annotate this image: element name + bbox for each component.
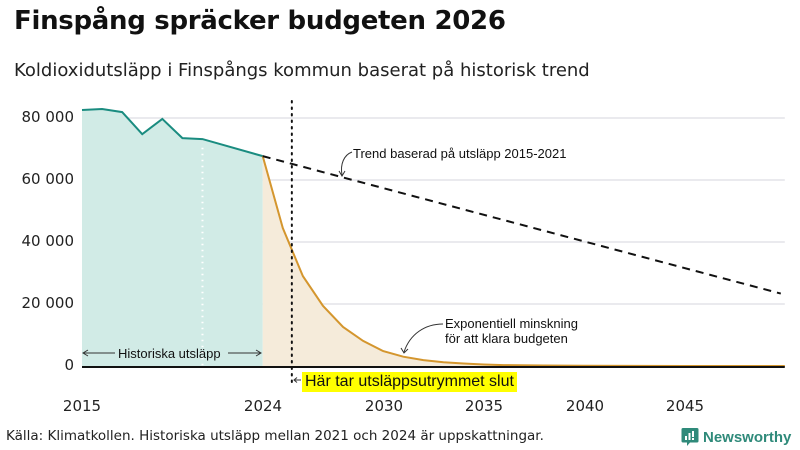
expo-annotation-arrow bbox=[400, 323, 444, 354]
x-tick-label: 2040 bbox=[565, 397, 605, 415]
x-tick-label: 2015 bbox=[62, 397, 102, 415]
expo-annotation-line2: för att klara budgeten bbox=[445, 331, 568, 346]
y-tick-label: 0 bbox=[64, 356, 74, 374]
budget-area bbox=[262, 156, 785, 366]
x-tick-label: 2035 bbox=[464, 397, 504, 415]
y-tick-label: 40 000 bbox=[21, 232, 75, 250]
brand-name: Newsworthy bbox=[703, 428, 792, 446]
brand-logo: Newsworthy bbox=[681, 427, 791, 447]
x-tick-label: 2024 bbox=[243, 397, 283, 415]
bar-chart-speech-bubble-icon bbox=[681, 428, 699, 446]
historic-label: Historiska utsläpp bbox=[118, 346, 221, 361]
area-fills bbox=[82, 109, 785, 366]
y-tick-label: 80 000 bbox=[21, 108, 75, 126]
historic-area bbox=[82, 109, 263, 366]
trend-annotation: Trend baserad på utsläpp 2015-2021 bbox=[353, 146, 567, 161]
historic-range-arrow bbox=[82, 349, 262, 357]
budget-end-callout: Här tar utsläppsutrymmet slut bbox=[302, 372, 517, 392]
x-tick-label: 2045 bbox=[665, 397, 705, 415]
trend-annotation-arrow bbox=[338, 151, 353, 177]
y-tick-label: 60 000 bbox=[21, 170, 75, 188]
budget-end-arrow bbox=[293, 377, 301, 383]
page-title: Finspång spräcker budgeten 2026 bbox=[14, 6, 506, 36]
trend-line bbox=[262, 155, 782, 295]
expo-annotation-line1: Exponentiell minskning bbox=[445, 316, 578, 331]
series-lines bbox=[81, 108, 785, 367]
source-note: Källa: Klimatkollen. Historiska utsläpp … bbox=[6, 428, 544, 444]
x-tick-label: 2030 bbox=[364, 397, 404, 415]
budget-line bbox=[261, 155, 785, 367]
page-subtitle: Koldioxidutsläpp i Finspångs kommun base… bbox=[14, 60, 590, 81]
y-tick-label: 20 000 bbox=[21, 294, 75, 312]
historic-line bbox=[81, 108, 263, 158]
